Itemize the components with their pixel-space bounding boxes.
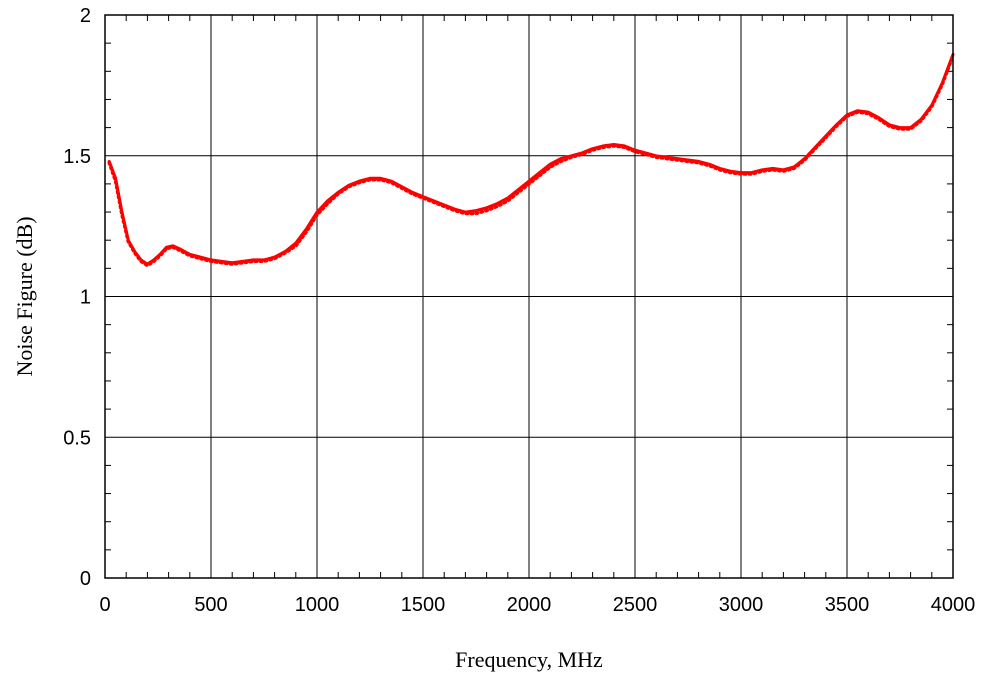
minor-ticks	[105, 15, 953, 578]
x-tick-label: 500	[194, 594, 227, 616]
y-tick-label: 0	[80, 568, 91, 590]
x-tick-label: 1500	[401, 594, 446, 616]
y-tick-label: 1.5	[63, 146, 91, 168]
x-tick-label: 0	[99, 594, 110, 616]
y-tick-label: 0.5	[63, 427, 91, 449]
y-tick-label: 1	[80, 287, 91, 309]
series-line-2	[107, 54, 955, 268]
y-axis-title: Noise Figure (dB)	[12, 216, 37, 376]
x-tick-label: 2000	[507, 594, 552, 616]
series-lines	[107, 52, 955, 268]
x-tick-label: 4000	[931, 594, 976, 616]
x-axis-title: Frequency, MHz	[455, 647, 603, 672]
x-tick-label: 3500	[825, 594, 870, 616]
y-tick-label: 2	[80, 5, 91, 27]
plot-frame	[104, 14, 954, 579]
x-tick-label: 3000	[719, 594, 764, 616]
series-line-1	[107, 52, 955, 266]
x-tick-labels: 0 500 1000 1500 2000 2500 3000 3500 4000	[99, 594, 975, 616]
x-tick-label: 1000	[295, 594, 340, 616]
x-tick-label: 2500	[613, 594, 658, 616]
y-tick-labels: 0 0.5 1 1.5 2	[63, 5, 91, 590]
grid-lines	[105, 15, 953, 578]
